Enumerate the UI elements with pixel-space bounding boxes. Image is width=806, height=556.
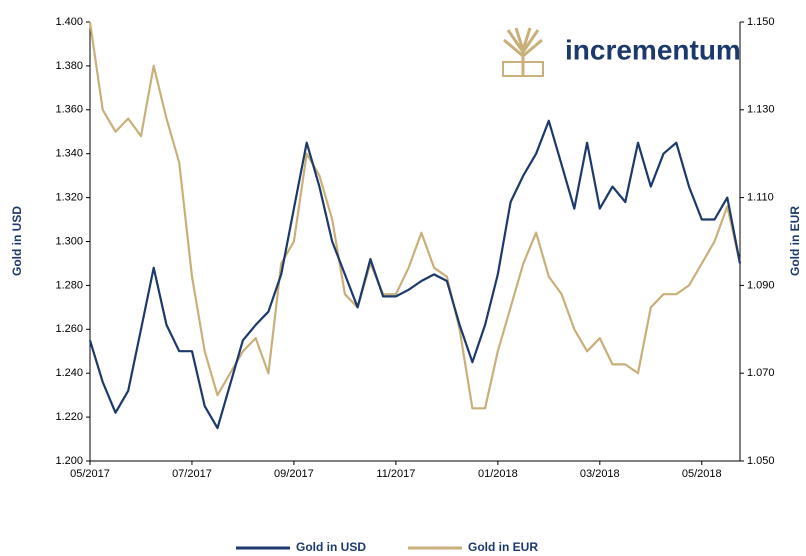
y2-tick-label: 1.070 xyxy=(747,367,775,379)
y2-tick-label: 1.130 xyxy=(747,104,775,116)
legend-text: Gold in EUR xyxy=(468,540,538,554)
y-tick-label: 1.240 xyxy=(55,367,83,379)
x-tick-label: 01/2018 xyxy=(478,468,518,480)
y-tick-label: 1.380 xyxy=(55,60,83,72)
y-axis-title: Gold in USD xyxy=(10,206,24,276)
logo: incrementum xyxy=(502,27,741,77)
x-tick-label: 05/2018 xyxy=(682,468,722,480)
y2-axis-title: Gold in EUR xyxy=(788,206,802,276)
legend-text: Gold in USD xyxy=(296,540,366,554)
y-tick-label: 1.300 xyxy=(55,235,83,247)
y-tick-label: 1.340 xyxy=(55,148,83,160)
series-line xyxy=(88,21,742,410)
x-tick-label: 03/2018 xyxy=(580,468,620,480)
y-tick-label: 1.200 xyxy=(55,455,83,467)
y2-tick-label: 1.090 xyxy=(747,279,775,291)
x-tick-label: 07/2017 xyxy=(172,468,212,480)
y-tick-label: 1.360 xyxy=(55,104,83,116)
y-tick-label: 1.320 xyxy=(55,192,83,204)
y2-tick-label: 1.050 xyxy=(747,455,775,467)
series-line xyxy=(88,119,742,430)
y2-tick-label: 1.110 xyxy=(747,192,774,204)
x-tick-label: 11/2017 xyxy=(376,468,415,480)
x-tick-label: 05/2017 xyxy=(70,468,110,480)
y-tick-label: 1.400 xyxy=(55,16,83,28)
logo-text: incrementum xyxy=(565,34,741,65)
x-tick-label: 09/2017 xyxy=(274,468,314,480)
y-tick-label: 1.260 xyxy=(55,323,83,335)
y-tick-label: 1.280 xyxy=(55,279,83,291)
logo-tree xyxy=(503,27,543,76)
y2-tick-label: 1.150 xyxy=(747,16,775,28)
y-tick-label: 1.220 xyxy=(55,411,83,423)
